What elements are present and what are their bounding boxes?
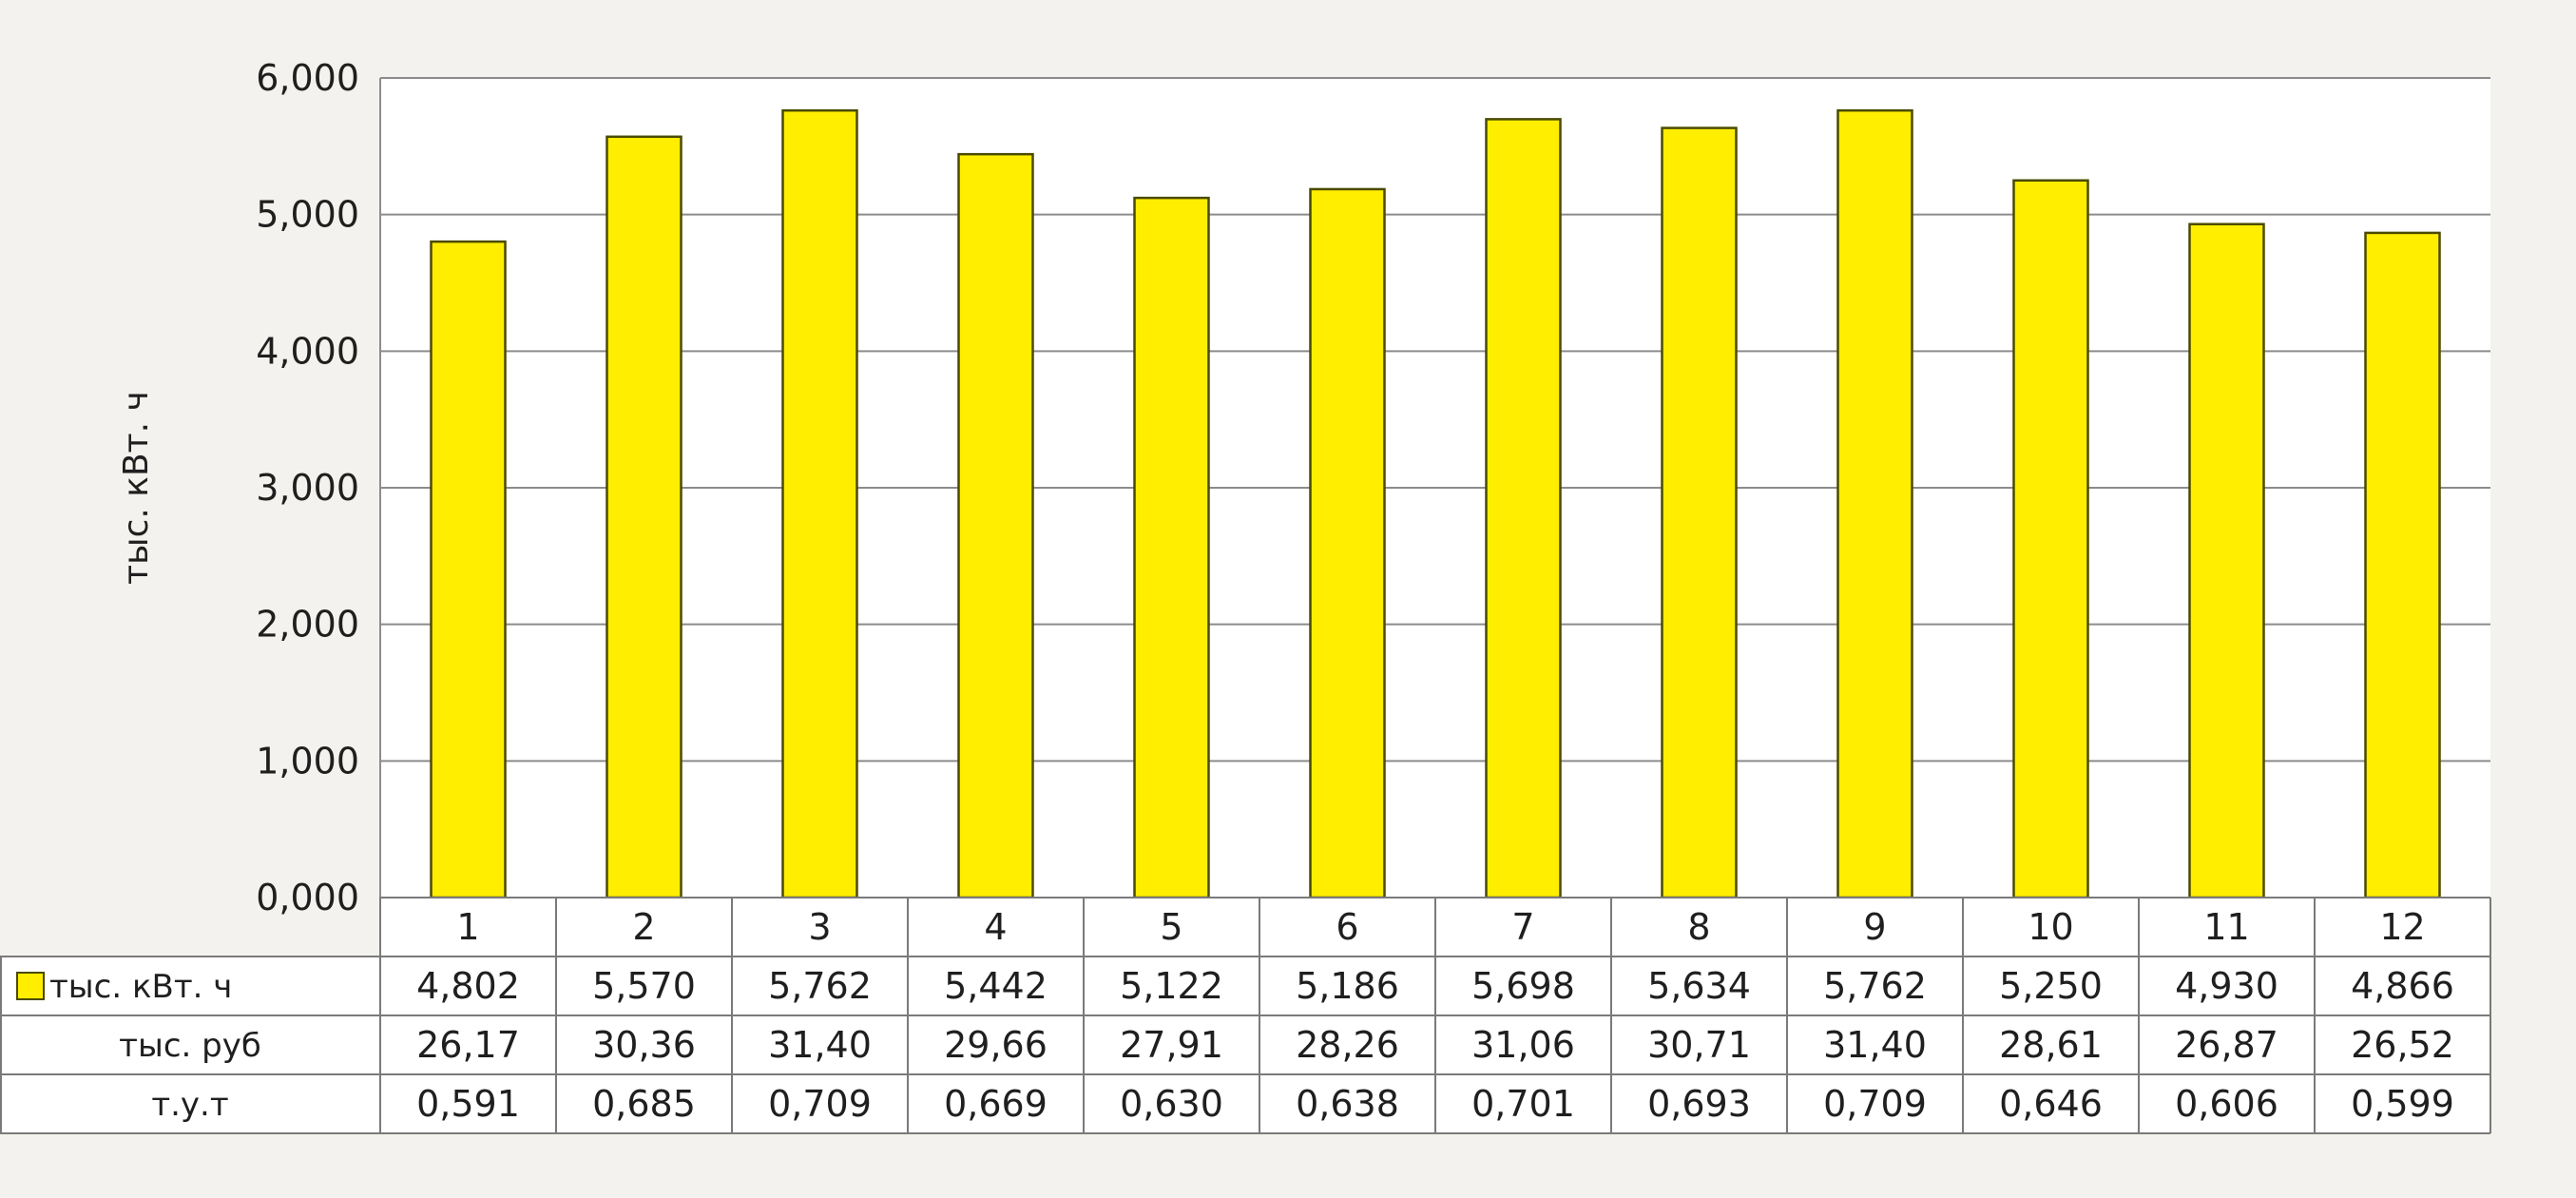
- table-cell: 0,693: [1647, 1083, 1751, 1125]
- table-cell: 26,87: [2175, 1024, 2278, 1066]
- bar: [957, 152, 1034, 899]
- bar: [1836, 108, 1913, 899]
- table-cell: 5,442: [944, 965, 1048, 1007]
- table-cell: 5,634: [1647, 965, 1751, 1007]
- table-cell: 4,802: [416, 965, 520, 1007]
- table-cell: 0,630: [1120, 1083, 1223, 1125]
- y-tick-label: 1,000: [256, 740, 359, 782]
- table-cell: 5,570: [592, 965, 696, 1007]
- category-label: 2: [632, 906, 655, 948]
- bar: [2012, 179, 2089, 899]
- y-tick-label: 5,000: [256, 194, 359, 236]
- table-cell: 0,701: [1471, 1083, 1575, 1125]
- y-axis-label: тыс. кВт. ч: [117, 391, 156, 585]
- table-cell: 26,52: [2351, 1024, 2454, 1066]
- table-cell: 0,669: [944, 1083, 1048, 1125]
- table-cell: 0,646: [1999, 1083, 2103, 1125]
- bar: [1661, 126, 1738, 899]
- category-label: 10: [2028, 906, 2073, 948]
- table-cell: 0,591: [416, 1083, 520, 1125]
- table-row-header-background: [0, 956, 380, 1133]
- y-tick-label: 2,000: [256, 604, 359, 646]
- bar: [2364, 231, 2441, 899]
- table-cell: 28,61: [1999, 1024, 2103, 1066]
- category-label: 4: [984, 906, 1007, 948]
- table-cell: 27,91: [1120, 1024, 1223, 1066]
- table-cell: 30,36: [592, 1024, 696, 1066]
- table-cell: 5,250: [1999, 965, 2103, 1007]
- category-label: 5: [1160, 906, 1182, 948]
- table-cell: 5,698: [1471, 965, 1575, 1007]
- table-cell: 0,638: [1296, 1083, 1399, 1125]
- table-cell: 0,685: [592, 1083, 696, 1125]
- y-tick-label: 4,000: [256, 330, 359, 372]
- row-label: тыс. кВт. ч: [49, 968, 232, 1006]
- row-label: тыс. руб: [119, 1027, 261, 1065]
- table-cell: 31,06: [1471, 1024, 1575, 1066]
- bar: [1133, 196, 1210, 899]
- table-cell: 26,17: [416, 1024, 520, 1066]
- category-label: 12: [2379, 906, 2425, 948]
- table-cell: 0,606: [2175, 1083, 2278, 1125]
- bar: [430, 240, 507, 899]
- category-label: 8: [1687, 906, 1710, 948]
- table-cell: 5,122: [1120, 965, 1223, 1007]
- table-cell: 0,709: [768, 1083, 872, 1125]
- table-cell: 5,186: [1296, 965, 1399, 1007]
- bar: [781, 108, 858, 899]
- bar: [1485, 118, 1562, 899]
- category-label: 3: [808, 906, 831, 948]
- bars: [430, 108, 2441, 899]
- bar: [2188, 222, 2265, 899]
- table-cell: 31,40: [768, 1024, 872, 1066]
- y-tick-label: 3,000: [256, 467, 359, 509]
- y-tick-label: 0,000: [256, 877, 359, 918]
- table-cell: 0,709: [1823, 1083, 1927, 1125]
- table-cell: 28,26: [1296, 1024, 1399, 1066]
- table-cell: 29,66: [944, 1024, 1048, 1066]
- table-cell: 4,930: [2175, 965, 2278, 1007]
- y-axis-ticks: 0,000 1,000 2,000 3,000 4,000 5,000 6,000: [256, 57, 359, 918]
- table-cell: 5,762: [768, 965, 872, 1007]
- category-label: 6: [1336, 906, 1358, 948]
- table-cell: 30,71: [1647, 1024, 1751, 1066]
- row-label: т.у.т: [151, 1086, 228, 1124]
- table-cell: 4,866: [2351, 965, 2454, 1007]
- y-tick-label: 6,000: [256, 57, 359, 99]
- category-label: 7: [1511, 906, 1534, 948]
- table-cell: 5,762: [1823, 965, 1927, 1007]
- category-label: 9: [1863, 906, 1886, 948]
- legend-key: [16, 972, 45, 1000]
- table-cell: 31,40: [1823, 1024, 1927, 1066]
- category-label: 1: [456, 906, 479, 948]
- bar: [606, 135, 682, 899]
- bar: [1309, 187, 1386, 899]
- table-cell: 0,599: [2351, 1083, 2454, 1125]
- category-label: 11: [2203, 906, 2249, 948]
